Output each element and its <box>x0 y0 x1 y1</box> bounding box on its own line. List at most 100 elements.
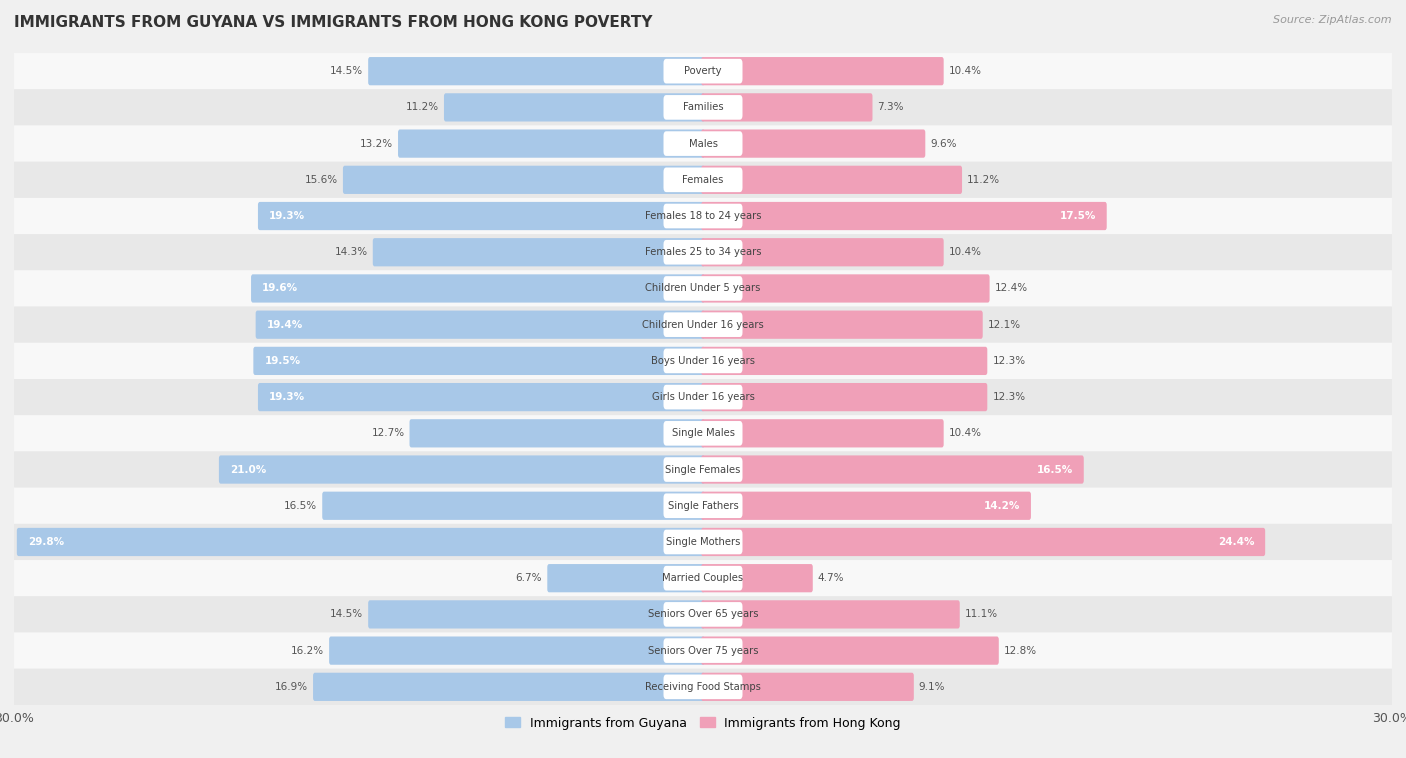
Text: 10.4%: 10.4% <box>949 247 981 257</box>
FancyBboxPatch shape <box>664 131 742 156</box>
FancyBboxPatch shape <box>257 383 704 412</box>
Text: 24.4%: 24.4% <box>1218 537 1254 547</box>
FancyBboxPatch shape <box>14 271 1392 306</box>
FancyBboxPatch shape <box>253 346 704 375</box>
FancyBboxPatch shape <box>702 311 983 339</box>
Text: Males: Males <box>689 139 717 149</box>
FancyBboxPatch shape <box>14 343 1392 379</box>
Text: Girls Under 16 years: Girls Under 16 years <box>651 392 755 402</box>
FancyBboxPatch shape <box>14 487 1392 524</box>
FancyBboxPatch shape <box>14 669 1392 705</box>
Text: 14.5%: 14.5% <box>330 609 363 619</box>
FancyBboxPatch shape <box>664 675 742 699</box>
FancyBboxPatch shape <box>664 493 742 518</box>
FancyBboxPatch shape <box>702 93 873 121</box>
FancyBboxPatch shape <box>702 600 960 628</box>
Text: Single Mothers: Single Mothers <box>666 537 740 547</box>
FancyBboxPatch shape <box>664 312 742 337</box>
Text: 9.6%: 9.6% <box>931 139 957 149</box>
Text: Females 25 to 34 years: Females 25 to 34 years <box>645 247 761 257</box>
Text: Females: Females <box>682 175 724 185</box>
FancyBboxPatch shape <box>664 602 742 627</box>
Text: 19.6%: 19.6% <box>262 283 298 293</box>
Text: 14.2%: 14.2% <box>984 501 1019 511</box>
FancyBboxPatch shape <box>664 168 742 192</box>
FancyBboxPatch shape <box>664 638 742 663</box>
FancyBboxPatch shape <box>14 379 1392 415</box>
FancyBboxPatch shape <box>14 597 1392 632</box>
Text: 17.5%: 17.5% <box>1059 211 1095 221</box>
FancyBboxPatch shape <box>702 528 1265 556</box>
FancyBboxPatch shape <box>219 456 704 484</box>
Text: 16.5%: 16.5% <box>1036 465 1073 475</box>
Text: 9.1%: 9.1% <box>920 682 945 692</box>
Text: Boys Under 16 years: Boys Under 16 years <box>651 356 755 366</box>
FancyBboxPatch shape <box>702 274 990 302</box>
FancyBboxPatch shape <box>14 524 1392 560</box>
Text: 19.5%: 19.5% <box>264 356 301 366</box>
FancyBboxPatch shape <box>702 238 943 266</box>
Text: Seniors Over 65 years: Seniors Over 65 years <box>648 609 758 619</box>
FancyBboxPatch shape <box>702 130 925 158</box>
FancyBboxPatch shape <box>14 126 1392 161</box>
Text: 10.4%: 10.4% <box>949 66 981 76</box>
Text: 7.3%: 7.3% <box>877 102 904 112</box>
Text: 12.1%: 12.1% <box>988 320 1021 330</box>
Text: 16.5%: 16.5% <box>284 501 318 511</box>
FancyBboxPatch shape <box>702 346 987 375</box>
Text: 12.7%: 12.7% <box>371 428 405 438</box>
Text: Single Females: Single Females <box>665 465 741 475</box>
FancyBboxPatch shape <box>702 492 1031 520</box>
FancyBboxPatch shape <box>368 57 704 86</box>
Text: 11.2%: 11.2% <box>406 102 439 112</box>
Text: 16.2%: 16.2% <box>291 646 323 656</box>
FancyBboxPatch shape <box>702 672 914 701</box>
Text: 13.2%: 13.2% <box>360 139 392 149</box>
Text: Single Males: Single Males <box>672 428 734 438</box>
Text: 19.4%: 19.4% <box>267 320 302 330</box>
Text: Married Couples: Married Couples <box>662 573 744 583</box>
Text: 19.3%: 19.3% <box>269 211 305 221</box>
FancyBboxPatch shape <box>409 419 704 447</box>
FancyBboxPatch shape <box>252 274 704 302</box>
Text: Females 18 to 24 years: Females 18 to 24 years <box>645 211 761 221</box>
FancyBboxPatch shape <box>14 306 1392 343</box>
FancyBboxPatch shape <box>664 385 742 409</box>
Text: Children Under 5 years: Children Under 5 years <box>645 283 761 293</box>
Legend: Immigrants from Guyana, Immigrants from Hong Kong: Immigrants from Guyana, Immigrants from … <box>501 712 905 735</box>
FancyBboxPatch shape <box>398 130 704 158</box>
FancyBboxPatch shape <box>664 349 742 373</box>
Text: Poverty: Poverty <box>685 66 721 76</box>
FancyBboxPatch shape <box>373 238 704 266</box>
Text: 14.3%: 14.3% <box>335 247 368 257</box>
Text: 12.3%: 12.3% <box>993 356 1025 366</box>
FancyBboxPatch shape <box>14 161 1392 198</box>
Text: IMMIGRANTS FROM GUYANA VS IMMIGRANTS FROM HONG KONG POVERTY: IMMIGRANTS FROM GUYANA VS IMMIGRANTS FRO… <box>14 15 652 30</box>
FancyBboxPatch shape <box>664 276 742 301</box>
Text: 10.4%: 10.4% <box>949 428 981 438</box>
FancyBboxPatch shape <box>14 632 1392 669</box>
Text: 16.9%: 16.9% <box>276 682 308 692</box>
FancyBboxPatch shape <box>17 528 704 556</box>
Text: Seniors Over 75 years: Seniors Over 75 years <box>648 646 758 656</box>
FancyBboxPatch shape <box>664 530 742 554</box>
FancyBboxPatch shape <box>314 672 704 701</box>
FancyBboxPatch shape <box>368 600 704 628</box>
FancyBboxPatch shape <box>256 311 704 339</box>
FancyBboxPatch shape <box>14 415 1392 452</box>
Text: 19.3%: 19.3% <box>269 392 305 402</box>
FancyBboxPatch shape <box>14 452 1392 487</box>
FancyBboxPatch shape <box>664 204 742 228</box>
Text: 4.7%: 4.7% <box>818 573 845 583</box>
FancyBboxPatch shape <box>702 637 998 665</box>
Text: 15.6%: 15.6% <box>305 175 337 185</box>
FancyBboxPatch shape <box>14 53 1392 89</box>
Text: Families: Families <box>683 102 723 112</box>
FancyBboxPatch shape <box>702 166 962 194</box>
Text: Source: ZipAtlas.com: Source: ZipAtlas.com <box>1274 15 1392 25</box>
FancyBboxPatch shape <box>702 383 987 412</box>
FancyBboxPatch shape <box>664 59 742 83</box>
FancyBboxPatch shape <box>329 637 704 665</box>
FancyBboxPatch shape <box>444 93 704 121</box>
Text: 21.0%: 21.0% <box>231 465 266 475</box>
